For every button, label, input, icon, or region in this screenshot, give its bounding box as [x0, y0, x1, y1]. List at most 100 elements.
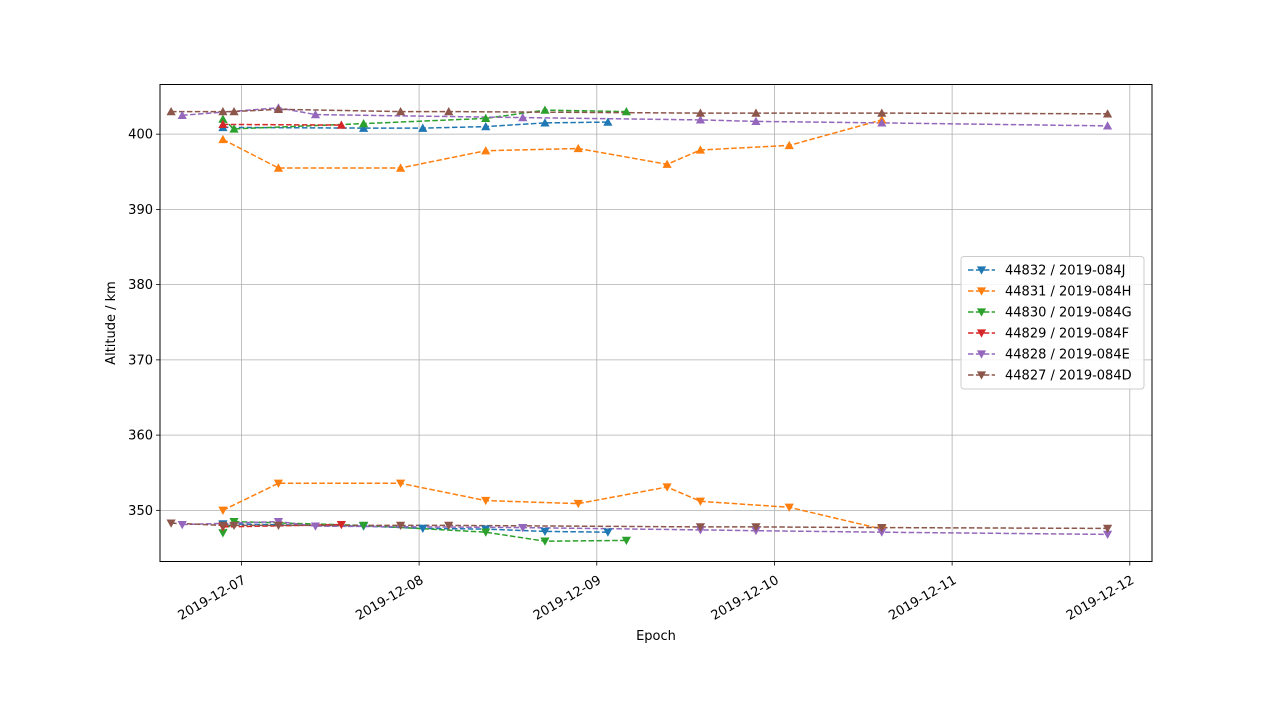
data-point-perigee: [695, 523, 706, 532]
y-tick-label: 390: [128, 203, 153, 218]
data-point-perigee: [395, 479, 406, 488]
data-point-apogee: [218, 134, 228, 144]
data-point-perigee: [310, 522, 321, 531]
data-point-perigee: [573, 499, 583, 509]
data-point-perigee: [481, 496, 491, 506]
data-point-apogee: [751, 108, 761, 117]
x-tick-label: 2019-12-11: [886, 573, 959, 624]
data-point-apogee: [481, 113, 491, 123]
data-point-apogee: [695, 108, 706, 117]
data-point-apogee: [273, 104, 284, 114]
data-point-perigee: [273, 521, 284, 530]
legend-label: 44832 / 2019-084J: [1005, 264, 1125, 279]
data-point-perigee: [273, 479, 284, 488]
data-point-perigee: [481, 528, 491, 537]
legend-label: 44828 / 2019-084E: [1005, 348, 1130, 363]
data-point-apogee: [273, 163, 284, 172]
data-point-apogee: [358, 119, 369, 128]
data-point-perigee: [166, 519, 176, 528]
data-point-apogee: [481, 122, 491, 131]
data-point-apogee: [877, 118, 887, 127]
legend: 44832 / 2019-084J 44831 / 2019-084H 44830 …: [960, 256, 1145, 390]
data-point-apogee: [1102, 109, 1113, 118]
data-point-perigee: [540, 537, 550, 546]
legend-marker: [976, 287, 987, 296]
data-point-apogee: [784, 140, 794, 150]
data-point-apogee: [395, 106, 406, 116]
data-point-apogee: [218, 114, 228, 123]
data-point-apogee: [166, 106, 176, 116]
plot-frame: [159, 84, 1153, 562]
x-tick-label: 2019-12-12: [1064, 573, 1137, 624]
data-point-apogee: [229, 124, 239, 133]
data-point-apogee: [540, 105, 550, 114]
data-point-perigee: [662, 483, 672, 492]
data-point-perigee: [229, 521, 239, 530]
data-point-apogee: [518, 113, 528, 122]
data-point-apogee: [177, 110, 187, 120]
y-tick-label: 350: [128, 504, 153, 519]
legend-label: 44829 / 2019-084F: [1005, 327, 1129, 342]
data-point-perigee: [784, 503, 794, 512]
legend-label: 44830 / 2019-084G: [1005, 306, 1132, 321]
data-point-perigee: [603, 528, 613, 537]
legend-marker: [976, 371, 987, 380]
y-axis-ticks: 350 360 370 380 390 400: [128, 128, 160, 519]
data-point-apogee: [218, 106, 228, 116]
series-apogee-line: [222, 123, 342, 126]
y-tick-label: 360: [128, 429, 153, 444]
data-point-perigee: [218, 529, 228, 538]
series-perigee-line: [222, 482, 882, 530]
data-point-apogee: [218, 119, 228, 129]
data-point-apogee: [418, 123, 428, 132]
x-tick-label: 2019-12-07: [176, 573, 249, 624]
x-tick-label: 2019-12-08: [353, 573, 426, 624]
data-point-perigee: [395, 521, 406, 530]
data-point-perigee: [218, 506, 228, 515]
data-point-perigee: [695, 497, 706, 506]
data-point-apogee: [573, 143, 583, 153]
legend-marker: [976, 308, 987, 317]
series-markers: [166, 103, 1113, 546]
data-point-perigee: [418, 524, 428, 533]
data-point-apogee: [662, 159, 672, 168]
data-point-apogee: [695, 145, 706, 154]
legend-label: 44827 / 2019-084D: [1005, 369, 1132, 384]
series-apogee-line: [222, 119, 882, 169]
series-perigee-line: [222, 523, 608, 533]
data-point-perigee: [518, 523, 528, 533]
data-point-perigee: [218, 521, 228, 530]
data-point-perigee: [336, 520, 346, 530]
data-point-apogee: [603, 117, 613, 126]
series-apogee-line: [171, 108, 1108, 115]
data-point-apogee: [444, 106, 454, 116]
y-axis-label: Altitude / km: [104, 281, 119, 365]
data-point-apogee: [395, 163, 406, 172]
data-point-apogee: [336, 120, 346, 129]
data-point-perigee: [1102, 530, 1113, 540]
y-tick-label: 370: [128, 353, 153, 368]
legend-marker: [976, 350, 987, 359]
x-axis-label: Epoch: [636, 629, 676, 644]
data-point-apogee: [1102, 121, 1113, 130]
data-point-perigee: [877, 528, 887, 537]
legend-marker: [976, 329, 987, 338]
data-point-perigee: [540, 527, 550, 537]
data-point-apogee: [695, 115, 706, 124]
y-tick-label: 380: [128, 278, 153, 293]
data-point-apogee: [877, 108, 887, 117]
data-point-apogee: [540, 118, 550, 127]
data-point-perigee: [358, 521, 369, 530]
data-point-apogee: [310, 109, 321, 119]
series-apogee-line: [182, 107, 1108, 127]
x-tick-label: 2019-12-09: [531, 573, 604, 624]
data-point-perigee: [1102, 524, 1113, 533]
data-point-perigee: [621, 536, 631, 546]
data-point-perigee: [177, 520, 187, 530]
data-point-apogee: [621, 106, 631, 116]
legend-box: [960, 256, 1145, 390]
data-point-apogee: [358, 123, 369, 132]
data-point-perigee: [877, 523, 887, 533]
data-point-apogee: [481, 146, 491, 155]
